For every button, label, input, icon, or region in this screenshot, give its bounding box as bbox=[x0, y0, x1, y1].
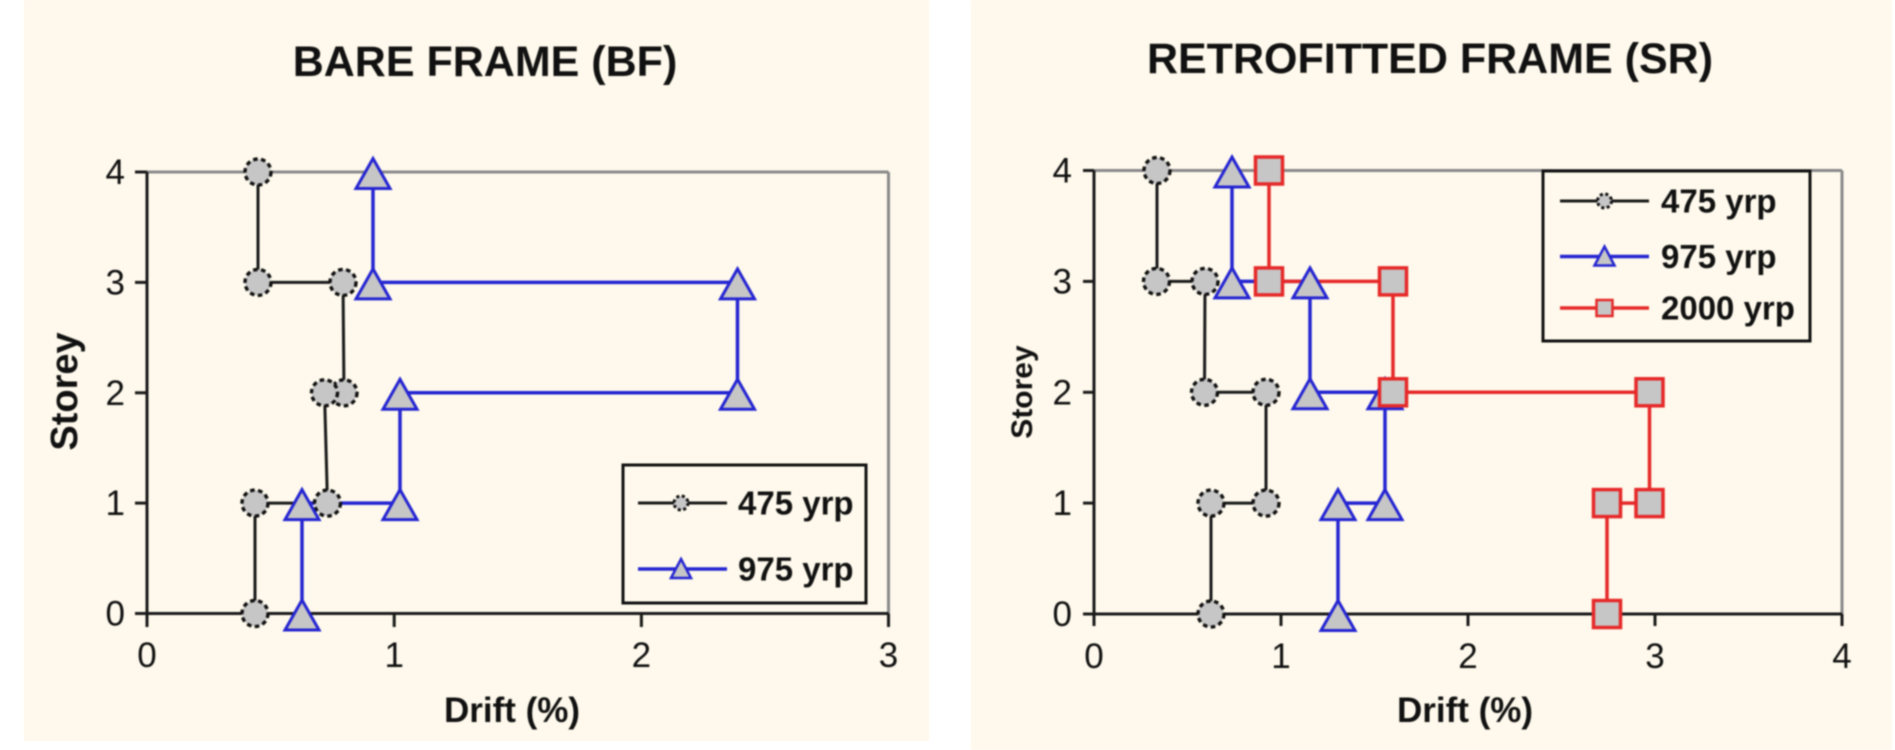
svg-text:BARE FRAME (BF): BARE FRAME (BF) bbox=[293, 38, 678, 86]
svg-text:4: 4 bbox=[106, 153, 125, 192]
svg-text:1: 1 bbox=[1271, 637, 1290, 676]
svg-text:2: 2 bbox=[1053, 373, 1072, 412]
svg-text:2000 yrp: 2000 yrp bbox=[1661, 290, 1795, 327]
svg-text:Storey: Storey bbox=[1006, 345, 1039, 439]
svg-text:475 yrp: 475 yrp bbox=[1661, 183, 1777, 220]
svg-text:Drift (%): Drift (%) bbox=[444, 691, 580, 730]
svg-text:4: 4 bbox=[1053, 152, 1072, 191]
svg-text:3: 3 bbox=[1645, 637, 1664, 676]
svg-text:3: 3 bbox=[879, 636, 898, 675]
svg-text:1: 1 bbox=[1053, 484, 1072, 523]
svg-text:Drift (%): Drift (%) bbox=[1397, 691, 1533, 730]
svg-text:975 yrp: 975 yrp bbox=[1661, 238, 1777, 275]
svg-text:Storey: Storey bbox=[44, 332, 86, 450]
svg-text:1: 1 bbox=[384, 636, 403, 675]
svg-text:3: 3 bbox=[106, 263, 125, 302]
svg-text:0: 0 bbox=[1053, 595, 1072, 634]
svg-text:2: 2 bbox=[1458, 637, 1477, 676]
svg-text:2: 2 bbox=[106, 374, 125, 413]
svg-text:975 yrp: 975 yrp bbox=[738, 551, 854, 588]
svg-text:475 yrp: 475 yrp bbox=[738, 485, 854, 522]
svg-text:1: 1 bbox=[106, 484, 125, 523]
svg-text:RETROFITTED FRAME (SR): RETROFITTED FRAME (SR) bbox=[1147, 35, 1713, 83]
svg-text:2: 2 bbox=[632, 636, 651, 675]
svg-text:3: 3 bbox=[1053, 262, 1072, 301]
svg-text:0: 0 bbox=[1084, 637, 1103, 676]
svg-text:4: 4 bbox=[1832, 637, 1851, 676]
svg-text:0: 0 bbox=[137, 636, 156, 675]
svg-text:0: 0 bbox=[106, 595, 125, 634]
